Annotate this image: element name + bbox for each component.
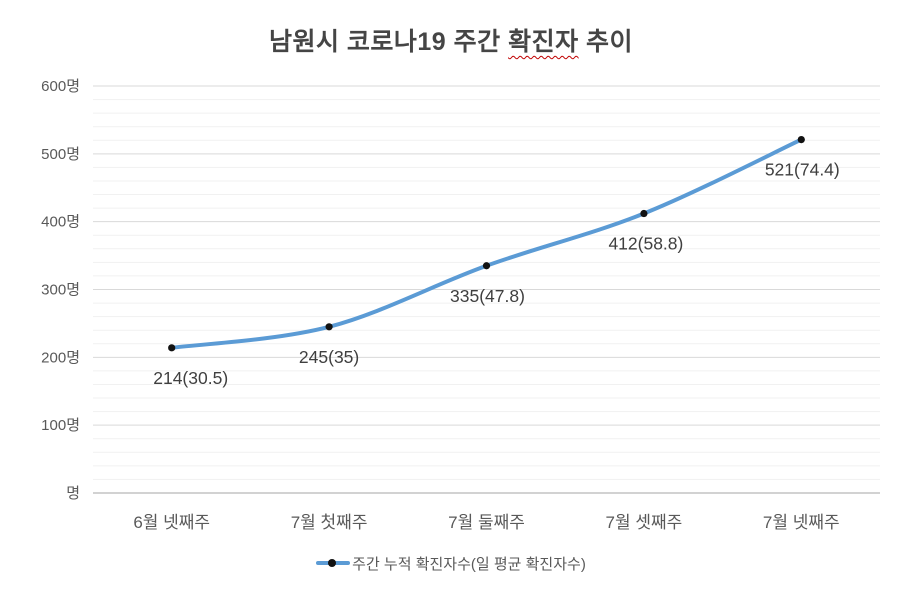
chart-title: 남원시 코로나19 주간 확진자 추이 bbox=[0, 22, 902, 58]
x-category-label: 7월 첫째주 bbox=[291, 513, 368, 532]
x-category-label: 7월 셋째주 bbox=[606, 513, 683, 532]
legend: 주간 누적 확진자수(일 평균 확진자수) bbox=[0, 550, 902, 576]
y-tick-label: 100명 bbox=[41, 417, 80, 434]
chart-title-spellchecked-word: 확진자 bbox=[508, 28, 579, 56]
data-point-marker bbox=[640, 209, 648, 218]
y-tick-label: 200명 bbox=[41, 349, 80, 366]
legend-dot-marker bbox=[328, 559, 337, 567]
x-category-label: 7월 넷째주 bbox=[763, 513, 840, 532]
chart-title-prefix: 남원시 코로나19 주간 bbox=[268, 28, 509, 56]
y-tick-label: 600명 bbox=[41, 78, 80, 95]
y-tick-label: 500명 bbox=[41, 146, 80, 163]
data-point-label: 245(35) bbox=[299, 347, 359, 367]
data-point-marker bbox=[168, 344, 176, 352]
data-point-label: 335(47.8) bbox=[450, 286, 525, 306]
data-point-marker bbox=[797, 135, 805, 144]
x-category-label: 6월 넷째주 bbox=[133, 513, 210, 532]
legend-line-marker bbox=[316, 559, 351, 567]
data-point-label: 214(30.5) bbox=[153, 368, 228, 388]
data-point-marker bbox=[482, 262, 491, 270]
x-category-label: 7월 둘째주 bbox=[448, 513, 525, 532]
chart-title-suffix: 추이 bbox=[578, 28, 634, 56]
data-point-marker bbox=[325, 323, 333, 331]
y-tick-label: 400명 bbox=[41, 214, 80, 231]
legend-label: 주간 누적 확진자수(일 평균 확진자수) bbox=[352, 555, 586, 573]
y-tick-label: 명 bbox=[66, 485, 80, 502]
y-tick-label: 300명 bbox=[41, 282, 80, 299]
data-point-label: 521(74.4) bbox=[765, 160, 840, 180]
data-point-label: 412(58.8) bbox=[608, 234, 683, 254]
